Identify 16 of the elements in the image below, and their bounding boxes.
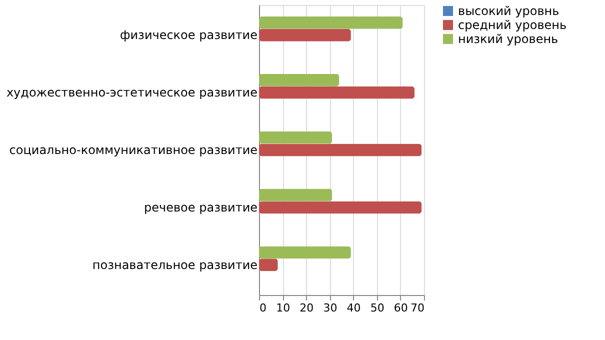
x-tick-label: 20	[300, 302, 314, 314]
y-tick-label: художественно-эстетическое развитие	[6, 86, 258, 100]
x-tick-label: 40	[346, 302, 361, 314]
y-tick-label: социально-коммуникативное развитие	[9, 143, 258, 157]
legend-label: средний уровень	[458, 18, 567, 32]
y-tick-label: речевое развитие	[144, 200, 258, 214]
x-tick-label: 10	[276, 302, 290, 314]
y-tick-label: физическое развитие	[120, 28, 258, 42]
x-tick-label: 0	[260, 302, 266, 314]
x-tick-label: 30	[323, 302, 338, 314]
x-tick-label: 70	[410, 302, 424, 314]
x-tick-label: 50	[370, 302, 384, 314]
legend-label: низкий уровень	[458, 32, 558, 46]
y-tick-label: познавательное развитие	[92, 258, 258, 272]
x-tick-label: 60	[394, 302, 408, 314]
legend-label: высокий уровнь	[458, 4, 560, 18]
